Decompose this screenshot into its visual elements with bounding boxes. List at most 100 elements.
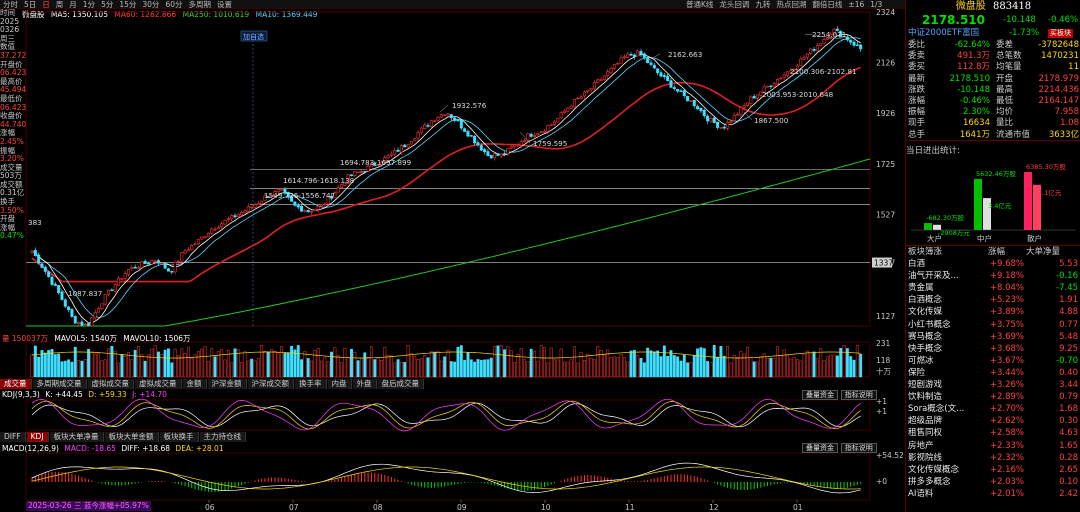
volume-bar — [240, 362, 244, 378]
sector-row[interactable]: 白酒 +9.68% 5.53 — [906, 259, 1080, 270]
sector-row[interactable]: 可燃冰 +3.67% -0.70 — [906, 356, 1080, 367]
volume-tab[interactable]: 换手率 — [295, 379, 327, 389]
volume-tab[interactable]: 沪深金额 — [207, 379, 247, 389]
candle-body — [313, 208, 317, 211]
kdj-help-button[interactable]: 指标说明 — [840, 390, 877, 400]
kline-chart[interactable]: 23242126192617251527133711271337加自选2254.… — [0, 0, 905, 512]
period-tab[interactable]: 多周期 — [188, 0, 211, 9]
sector-row[interactable]: Sora概念(文... +2.70% 1.68 — [906, 404, 1080, 415]
buy-sector-button[interactable]: 买板块 — [1048, 29, 1073, 38]
sector-row[interactable]: AI语料 +2.01% 2.42 — [906, 489, 1080, 500]
volume-tab[interactable]: 虚拟成交量 — [135, 379, 182, 389]
sector-row[interactable]: 油气开采及... +9.18% -0.16 — [906, 271, 1080, 282]
indicator-tab[interactable]: 板块换手 — [159, 432, 199, 442]
period-tab[interactable]: 日 — [42, 0, 50, 9]
left-info-line: 时间 — [0, 9, 15, 17]
volume-tab[interactable]: 成交量 — [0, 379, 32, 389]
toolbar-right-item[interactable]: 龙头回调 — [719, 0, 750, 9]
stat-label: 委买 — [908, 62, 926, 73]
sector-row[interactable]: 小红书概念 +3.75% 0.77 — [906, 320, 1080, 331]
toolbar-right-item[interactable]: 九转 — [755, 0, 771, 9]
sector-row[interactable]: 快手概念 +3.68% 9.25 — [906, 344, 1080, 355]
event-tag[interactable] — [240, 30, 268, 42]
volume-tab[interactable]: 沪深成交额 — [247, 379, 294, 389]
volume-tab[interactable]: 盘后成交量 — [377, 379, 424, 389]
sector-pct: +3.75% — [989, 319, 1024, 330]
volume-bar — [809, 353, 813, 378]
candle-body — [552, 121, 556, 125]
period-tab[interactable]: 30分 — [142, 0, 160, 9]
indicator-tab[interactable]: DIFF — [0, 432, 26, 442]
candle-body — [160, 262, 164, 265]
volume-tab[interactable]: 内盘 — [327, 379, 352, 389]
macd-help-button[interactable]: 指标说明 — [840, 443, 877, 453]
sector-net: 2.42 — [1059, 488, 1078, 499]
indicator-tab[interactable]: 主力持仓线 — [199, 432, 247, 442]
period-tab[interactable]: 15分 — [119, 0, 137, 9]
indicator-tab[interactable]: KDJ — [26, 432, 49, 442]
sector-col-name[interactable]: 板块簿涨 — [908, 247, 943, 257]
volume-bar — [283, 352, 287, 378]
macd-axis-label: +54.52 — [876, 451, 904, 460]
date-badge: 2025-03-26 三 蓝今涨幅+05.97% — [26, 501, 151, 511]
sector-row[interactable]: 影视院线 +2.32% 0.28 — [906, 453, 1080, 464]
toolbar-right-item[interactable]: 普通K线 — [686, 0, 714, 9]
left-info-line: 开盘价 — [0, 59, 23, 69]
candle-body — [396, 149, 400, 152]
candle-body — [210, 228, 214, 234]
volume-bar — [250, 358, 254, 378]
left-info-line: 2025 — [0, 16, 20, 26]
period-tab[interactable]: 1分 — [82, 0, 96, 9]
sector-row[interactable]: 短剧游戏 +3.26% 3.44 — [906, 380, 1080, 391]
sector-row[interactable]: 白酒概念 +5.23% 1.91 — [906, 295, 1080, 306]
sector-row[interactable]: 文化传媒概念 +2.16% 2.65 — [906, 465, 1080, 476]
stat-label: 最高 — [996, 84, 1014, 95]
sector-row[interactable]: 赛马概念 +3.69% 5.48 — [906, 332, 1080, 343]
candle-body — [666, 75, 670, 81]
sector-row[interactable]: 饮料制造 +2.89% 0.79 — [906, 392, 1080, 403]
volume-tab[interactable]: 金额 — [182, 379, 207, 389]
candle-body — [193, 243, 197, 246]
sector-col-pct[interactable]: 涨幅 — [988, 247, 1006, 257]
candle-body — [652, 64, 656, 69]
linked-etf-row[interactable]: 中证2000ETF富国 -1.73% 买板块 — [906, 28, 1080, 39]
candle-body — [656, 68, 660, 73]
period-tab[interactable]: 5日 — [24, 0, 37, 9]
sector-pct: +8.04% — [989, 283, 1024, 294]
macd-fund-button[interactable]: 叠量资金 — [802, 443, 838, 453]
sector-name: 白酒概念 — [908, 295, 943, 306]
candle-body — [90, 317, 94, 327]
candle-body — [679, 90, 683, 92]
sector-row[interactable]: 房地产 +2.33% 1.65 — [906, 441, 1080, 452]
stat-row: 最新 2178.510 开盘 2178.979 — [906, 74, 1080, 85]
indicator-tab[interactable]: 板块大单金额 — [104, 432, 159, 442]
sector-net: -0.70 — [1056, 355, 1078, 366]
toolbar-right-item[interactable]: 翻倍日线 — [812, 0, 843, 9]
period-tab[interactable]: 月 — [69, 0, 77, 9]
sector-row[interactable]: 租售同权 +2.58% 4.63 — [906, 428, 1080, 439]
sector-pct: +2.70% — [989, 404, 1024, 415]
indicator-tab[interactable]: 板块大单净量 — [49, 432, 104, 442]
left-info-line: 成交额 — [0, 179, 23, 189]
sector-row[interactable]: 拼多多概念 +2.03% 0.10 — [906, 477, 1080, 488]
candle-body — [543, 131, 547, 133]
volume-tab[interactable]: 多周期成交量 — [32, 379, 87, 389]
period-tab[interactable]: 周 — [55, 0, 64, 9]
kdj-fund-button[interactable]: 叠量资金 — [802, 390, 838, 400]
period-tab[interactable]: 5分 — [101, 0, 114, 9]
sector-row[interactable]: 贵金属 +8.04% -7.45 — [906, 283, 1080, 294]
volume-tab[interactable]: 外盘 — [352, 379, 377, 389]
sector-row[interactable]: 保险 +3.44% 0.40 — [906, 368, 1080, 379]
volume-tab[interactable]: 虚拟成交量 — [87, 379, 134, 389]
sector-col-net[interactable]: 大单净量 — [1026, 247, 1061, 257]
sector-row[interactable]: 超级品牌 +2.62% 0.30 — [906, 416, 1080, 427]
volume-bar — [473, 361, 477, 378]
current-level-box — [872, 257, 892, 268]
period-tab[interactable]: 60分 — [165, 0, 183, 9]
sector-row[interactable]: 文化传媒 +3.89% 4.88 — [906, 307, 1080, 318]
toolbar-right-item[interactable]: 1/3 — [870, 0, 883, 9]
toolbar-right-item[interactable]: ±16 — [848, 0, 865, 9]
period-tab[interactable]: 分时 — [3, 0, 18, 9]
toolbar-right-item[interactable]: 热点回溯 — [776, 0, 807, 9]
period-tab[interactable]: 设置 — [216, 0, 232, 9]
